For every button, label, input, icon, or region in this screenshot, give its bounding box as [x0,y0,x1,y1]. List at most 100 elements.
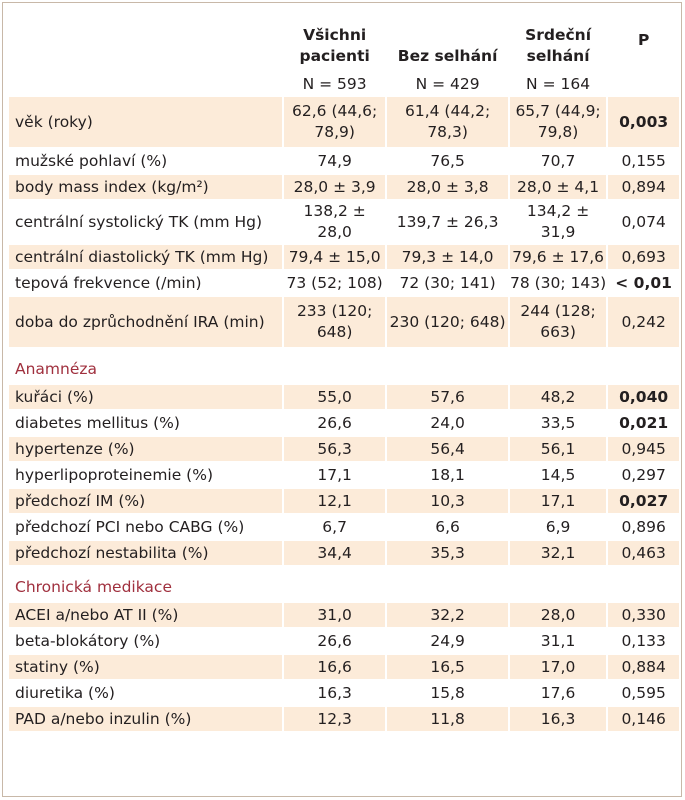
n-no-failure: N = 429 [415,74,480,93]
row-label: předchozí PCI nebo CABG (%) [9,515,282,539]
cell-failure: 134,2 ± 31,9 [509,201,607,243]
cell-p: 0,242 [608,297,679,347]
cell-all: 233 (120; 648) [283,297,386,347]
table-row: tepová frekvence (/min) 73 (52; 108) 72 … [9,271,679,295]
table-row: mužské pohlaví (%) 74,9 76,5 70,7 0,155 [9,149,679,173]
header-heart-failure: Srdeční selhání [525,26,592,65]
table-row: beta-blokátory (%) 26,6 24,9 31,1 0,133 [9,629,679,653]
cell-failure: 31,1 [509,629,607,653]
cell-no-failure: 139,7 ± 26,3 [387,201,508,243]
cell-p: 0,297 [608,463,679,487]
cell-no-failure: 72 (30; 141) [387,271,508,295]
baseline-characteristics-table: Všichni pacienti Bez selhání Srdeční sel… [7,11,681,733]
table-row: diuretika (%) 16,3 15,8 17,6 0,595 [9,681,679,705]
cell-no-failure: 61,4 (44,2; 78,3) [387,97,508,147]
n-p [608,73,679,95]
cell-all: 74,9 [283,149,386,173]
cell-failure: 78 (30; 143) [509,271,607,295]
cell-p: 0,021 [608,411,679,435]
table-row: ACEI a/nebo AT II (%) 31,0 32,2 28,0 0,3… [9,603,679,627]
row-label: PAD a/nebo inzulin (%) [9,707,282,731]
n-all: N = 593 [302,74,367,93]
cell-all: 138,2 ± 28,0 [283,201,386,243]
row-label: mužské pohlaví (%) [9,149,282,173]
row-label: předchozí nestabilita (%) [9,541,282,565]
cell-failure: 17,6 [509,681,607,705]
section-heading-anamneza: Anamnéza [15,360,98,378]
cell-p: 0,155 [608,149,679,173]
row-label: kuřáci (%) [9,385,282,409]
cell-failure: 17,1 [509,489,607,513]
cell-p: 0,945 [608,437,679,461]
cell-p: 0,330 [608,603,679,627]
cell-p: 0,693 [608,245,679,269]
row-label: tepová frekvence (/min) [9,271,282,295]
cell-p: 0,463 [608,541,679,565]
cell-p: 0,003 [608,97,679,147]
cell-failure: 65,7 (44,9; 79,8) [509,97,607,147]
row-label: hypertenze (%) [9,437,282,461]
row-label: centrální systolický TK (mm Hg) [9,201,282,243]
row-label: diabetes mellitus (%) [9,411,282,435]
cell-all: 17,1 [283,463,386,487]
cell-p: 0,894 [608,175,679,199]
cell-p: 0,074 [608,201,679,243]
cell-all: 12,1 [283,489,386,513]
cell-no-failure: 57,6 [387,385,508,409]
cell-no-failure: 79,3 ± 14,0 [387,245,508,269]
cell-all: 26,6 [283,629,386,653]
cell-p: < 0,01 [608,271,679,295]
row-label: věk (roky) [9,97,282,147]
table-row: předchozí PCI nebo CABG (%) 6,7 6,6 6,9 … [9,515,679,539]
table-row: centrální diastolický TK (mm Hg) 79,4 ± … [9,245,679,269]
table-row: hyperlipoproteinemie (%) 17,1 18,1 14,5 … [9,463,679,487]
cell-failure: 16,3 [509,707,607,731]
cell-all: 79,4 ± 15,0 [283,245,386,269]
cell-failure: 17,0 [509,655,607,679]
n-empty [9,73,282,95]
table-row: věk (roky) 62,6 (44,6; 78,9) 61,4 (44,2;… [9,97,679,147]
row-label: beta-blokátory (%) [9,629,282,653]
cell-no-failure: 76,5 [387,149,508,173]
header-p-value: P [637,30,650,49]
table-row: statiny (%) 16,6 16,5 17,0 0,884 [9,655,679,679]
row-label: hyperlipoproteinemie (%) [9,463,282,487]
table-row: hypertenze (%) 56,3 56,4 56,1 0,945 [9,437,679,461]
table-row: kuřáci (%) 55,0 57,6 48,2 0,040 [9,385,679,409]
table-row: centrální systolický TK (mm Hg) 138,2 ± … [9,201,679,243]
cell-no-failure: 11,8 [387,707,508,731]
cell-no-failure: 230 (120; 648) [387,297,508,347]
cell-failure: 28,0 ± 4,1 [509,175,607,199]
cell-failure: 14,5 [509,463,607,487]
cell-failure: 33,5 [509,411,607,435]
cell-no-failure: 6,6 [387,515,508,539]
row-label: doba do zprůchodnění IRA (min) [9,297,282,347]
cell-no-failure: 10,3 [387,489,508,513]
cell-all: 73 (52; 108) [283,271,386,295]
cell-p: 0,133 [608,629,679,653]
cell-failure: 48,2 [509,385,607,409]
table-row: diabetes mellitus (%) 26,6 24,0 33,5 0,0… [9,411,679,435]
section-heading-row: Anamnéza [9,349,679,383]
table-row: předchozí IM (%) 12,1 10,3 17,1 0,027 [9,489,679,513]
cell-all: 62,6 (44,6; 78,9) [283,97,386,147]
cell-p: 0,896 [608,515,679,539]
section-heading-medikace: Chronická medikace [15,578,172,596]
cell-all: 34,4 [283,541,386,565]
cell-all: 28,0 ± 3,9 [283,175,386,199]
row-label: diuretika (%) [9,681,282,705]
cell-all: 26,6 [283,411,386,435]
row-label: statiny (%) [9,655,282,679]
cell-p: 0,884 [608,655,679,679]
cell-failure: 244 (128; 663) [509,297,607,347]
cell-failure: 56,1 [509,437,607,461]
cell-all: 55,0 [283,385,386,409]
cell-no-failure: 24,9 [387,629,508,653]
cell-no-failure: 16,5 [387,655,508,679]
cell-all: 56,3 [283,437,386,461]
cell-failure: 32,1 [509,541,607,565]
row-label: body mass index (kg/m²) [9,175,282,199]
cell-no-failure: 56,4 [387,437,508,461]
cell-failure: 28,0 [509,603,607,627]
header-all-patients: Všichni pacienti [299,26,370,65]
